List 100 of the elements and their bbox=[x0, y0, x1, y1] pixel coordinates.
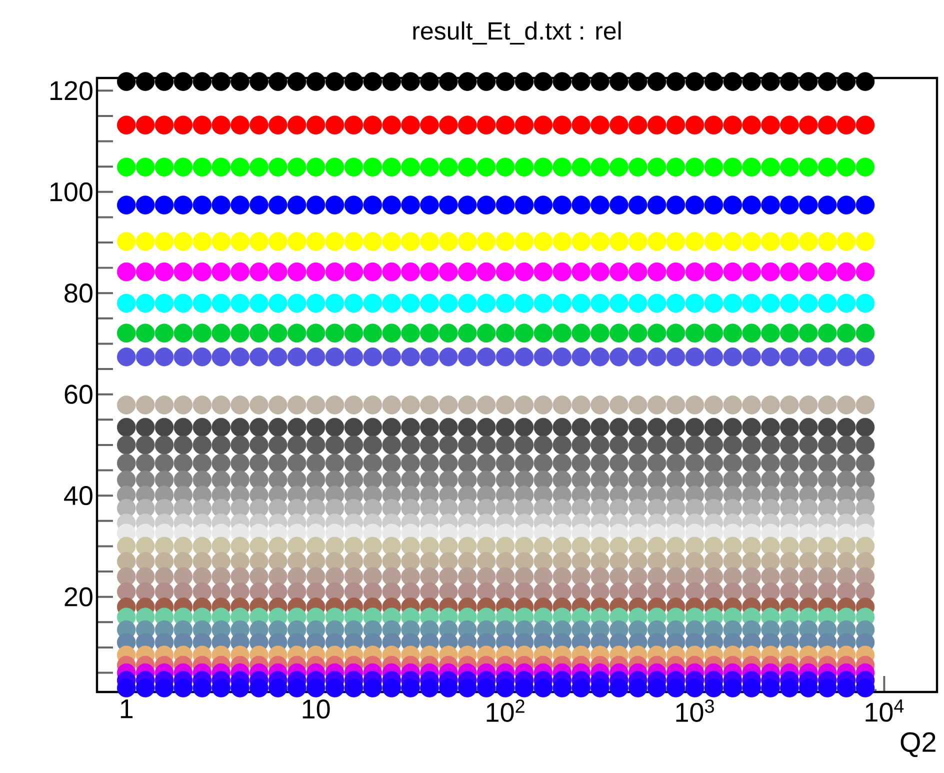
point bbox=[685, 116, 704, 134]
point bbox=[666, 232, 686, 251]
point bbox=[401, 72, 420, 91]
point bbox=[401, 552, 420, 571]
point bbox=[780, 678, 799, 698]
point bbox=[496, 348, 515, 366]
point bbox=[363, 294, 382, 313]
point bbox=[476, 552, 496, 571]
point bbox=[382, 418, 402, 437]
point bbox=[154, 348, 174, 366]
point bbox=[174, 324, 193, 343]
point bbox=[268, 72, 288, 91]
point bbox=[230, 72, 250, 91]
point bbox=[268, 116, 288, 134]
point bbox=[799, 348, 818, 366]
point bbox=[439, 396, 458, 414]
point bbox=[799, 72, 818, 91]
point bbox=[306, 396, 326, 414]
point bbox=[742, 436, 761, 454]
point bbox=[666, 678, 686, 698]
point bbox=[780, 436, 799, 454]
point bbox=[666, 72, 686, 91]
point bbox=[856, 116, 875, 134]
point bbox=[628, 396, 648, 414]
point bbox=[685, 294, 704, 313]
point bbox=[742, 470, 761, 490]
point bbox=[742, 454, 761, 473]
point bbox=[610, 294, 628, 313]
point bbox=[212, 470, 230, 490]
point bbox=[704, 116, 724, 134]
x-tick-label: 10$^{2}$ bbox=[486, 700, 524, 722]
point bbox=[572, 454, 590, 473]
point bbox=[780, 294, 799, 313]
point bbox=[552, 116, 572, 134]
point bbox=[439, 294, 458, 313]
point bbox=[590, 232, 610, 251]
point bbox=[552, 348, 572, 366]
point bbox=[230, 232, 250, 251]
point bbox=[836, 418, 856, 437]
point bbox=[230, 262, 250, 282]
point bbox=[514, 470, 534, 490]
point bbox=[552, 294, 572, 313]
point bbox=[382, 294, 402, 313]
point bbox=[572, 418, 590, 437]
point bbox=[647, 396, 666, 414]
point bbox=[344, 232, 364, 251]
point bbox=[628, 116, 648, 134]
point bbox=[230, 678, 250, 698]
point bbox=[610, 196, 628, 214]
point bbox=[306, 262, 326, 282]
point bbox=[363, 72, 382, 91]
point bbox=[836, 262, 856, 282]
point bbox=[230, 552, 250, 571]
point bbox=[401, 470, 420, 490]
y-tick-label: 20 bbox=[64, 587, 92, 606]
point bbox=[344, 294, 364, 313]
point bbox=[610, 396, 628, 414]
point bbox=[174, 552, 193, 571]
point bbox=[136, 262, 155, 282]
point bbox=[268, 418, 288, 437]
point bbox=[154, 436, 174, 454]
point bbox=[704, 196, 724, 214]
point bbox=[552, 158, 572, 176]
point bbox=[666, 158, 686, 176]
point bbox=[212, 294, 230, 313]
point bbox=[704, 324, 724, 343]
point bbox=[572, 116, 590, 134]
point bbox=[476, 436, 496, 454]
point bbox=[344, 470, 364, 490]
point bbox=[514, 552, 534, 571]
point bbox=[590, 158, 610, 176]
point bbox=[666, 294, 686, 313]
point bbox=[439, 436, 458, 454]
point bbox=[856, 324, 875, 343]
point bbox=[610, 436, 628, 454]
point bbox=[534, 552, 553, 571]
point bbox=[212, 232, 230, 251]
point bbox=[458, 436, 477, 454]
point bbox=[325, 436, 344, 454]
point bbox=[723, 72, 742, 91]
point bbox=[685, 196, 704, 214]
x-tick-label: 10$^{3}$ bbox=[676, 700, 714, 722]
point bbox=[818, 232, 837, 251]
point bbox=[458, 262, 477, 282]
point bbox=[628, 454, 648, 473]
point bbox=[401, 294, 420, 313]
point bbox=[590, 196, 610, 214]
point bbox=[420, 294, 439, 313]
point bbox=[666, 470, 686, 490]
point bbox=[250, 196, 268, 214]
point bbox=[401, 678, 420, 698]
point bbox=[250, 324, 268, 343]
point bbox=[174, 232, 193, 251]
point bbox=[590, 348, 610, 366]
point bbox=[552, 470, 572, 490]
point bbox=[514, 116, 534, 134]
point bbox=[818, 552, 837, 571]
point bbox=[230, 158, 250, 176]
point bbox=[306, 418, 326, 437]
point bbox=[496, 396, 515, 414]
